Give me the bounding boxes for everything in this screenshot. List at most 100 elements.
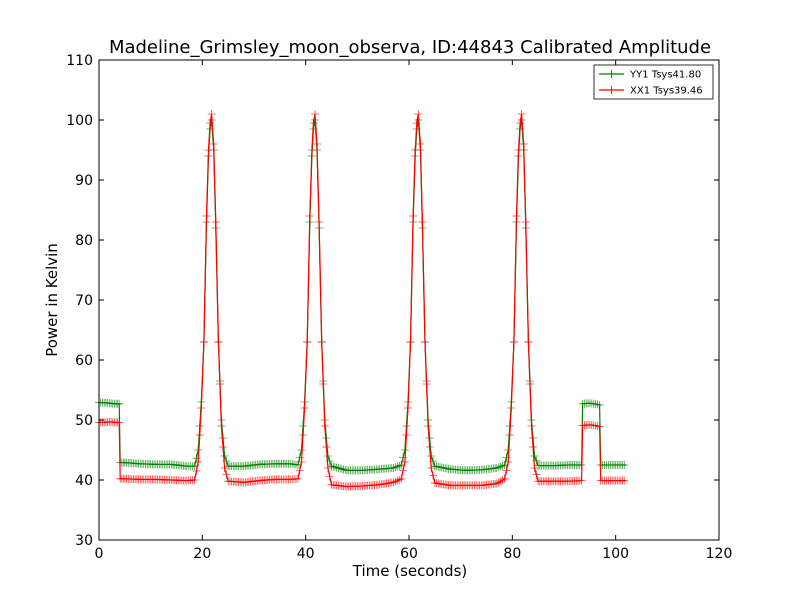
- series-marker-1: [514, 146, 523, 154]
- series-marker-1: [222, 470, 231, 479]
- series-marker-1: [192, 467, 201, 475]
- series-marker-1: [317, 338, 326, 346]
- legend-marker-0: [607, 70, 616, 78]
- series-marker-1: [295, 466, 304, 475]
- series-marker-1: [209, 140, 218, 148]
- series-marker-1: [519, 140, 528, 148]
- series-marker-0: [395, 461, 404, 470]
- series-marker-1: [516, 119, 525, 127]
- series-marker-1: [416, 140, 425, 148]
- series-marker-0: [595, 401, 604, 409]
- series-marker-1: [399, 466, 408, 475]
- series-marker-1: [504, 458, 513, 466]
- x-tick-label-3: 60: [400, 546, 418, 562]
- series-marker-1: [527, 422, 536, 430]
- series-marker-1: [309, 119, 318, 127]
- y-tick-label-8: 110: [66, 53, 93, 69]
- series-marker-1: [512, 212, 521, 220]
- axes-frame: [98, 59, 720, 541]
- series-marker-1: [319, 380, 328, 388]
- legend-marker-1: [607, 86, 616, 94]
- y-tick-label-7: 100: [66, 113, 93, 129]
- series-marker-1: [305, 212, 314, 220]
- series-marker-1: [421, 338, 430, 346]
- series-marker-0: [494, 463, 503, 472]
- series-marker-0: [427, 452, 436, 460]
- legend: YY1 Tsys41.80 XX1 Tsys39.46: [593, 64, 714, 100]
- series-marker-1: [190, 476, 199, 484]
- series-marker-1: [307, 146, 316, 154]
- series-marker-1: [315, 218, 324, 226]
- series-marker-1: [412, 119, 421, 127]
- series-marker-1: [219, 443, 227, 451]
- series-marker-1: [293, 474, 302, 483]
- series-layer: [95, 110, 629, 491]
- series-marker-1: [199, 338, 208, 346]
- legend-box: [593, 64, 714, 100]
- series-marker-1: [397, 474, 406, 483]
- x-tick-label-6: 120: [706, 546, 733, 562]
- y-tick-label-6: 90: [75, 173, 93, 189]
- series-marker-1: [532, 470, 541, 479]
- series-marker-0: [220, 452, 229, 460]
- series-marker-1: [414, 110, 423, 118]
- series-marker-0: [391, 463, 400, 472]
- series-marker-1: [214, 338, 223, 346]
- series-marker-1: [206, 119, 215, 127]
- series-marker-1: [202, 212, 211, 220]
- series-marker-0: [337, 465, 346, 473]
- series-marker-0: [620, 461, 629, 469]
- series-marker-1: [427, 464, 436, 472]
- x-axis-label: Time (seconds): [352, 562, 468, 580]
- chart-title: Madeline_Grimsley_moon_observa, ID:44843…: [109, 37, 711, 58]
- series-marker-0: [530, 452, 539, 460]
- series-1: [95, 110, 629, 491]
- y-tick-label-1: 40: [75, 473, 93, 489]
- series-marker-1: [297, 458, 306, 466]
- series-marker-0: [498, 461, 507, 470]
- series-marker-1: [115, 418, 124, 427]
- series-marker-1: [525, 380, 534, 388]
- series-marker-0: [393, 462, 402, 471]
- series-marker-1: [391, 477, 400, 486]
- series-marker-1: [424, 422, 433, 430]
- y-axis-label: Power in Kelvin: [43, 243, 61, 357]
- y-tick-label-5: 80: [75, 233, 93, 249]
- series-marker-0: [323, 452, 332, 460]
- series-marker-1: [406, 338, 415, 346]
- series-marker-0: [593, 400, 602, 409]
- series-marker-1: [389, 478, 398, 487]
- x-tick-label-5: 100: [602, 546, 629, 562]
- series-marker-0: [336, 464, 345, 473]
- series-marker-0: [492, 464, 501, 472]
- series-marker-1: [393, 476, 402, 485]
- series-marker-1: [498, 476, 507, 484]
- series-marker-0: [295, 453, 304, 462]
- series-marker-1: [577, 476, 586, 485]
- y-tick-label-4: 70: [75, 293, 93, 309]
- series-marker-1: [411, 146, 420, 154]
- series-marker-1: [505, 431, 514, 439]
- series-marker-1: [422, 380, 431, 388]
- series-marker-1: [418, 218, 427, 226]
- series-marker-1: [400, 458, 409, 466]
- series-marker-1: [217, 422, 226, 430]
- x-tick-label-1: 20: [193, 546, 211, 562]
- series-marker-0: [334, 464, 343, 473]
- series-marker-0: [329, 462, 338, 471]
- series-marker-1: [322, 443, 331, 451]
- series-marker-1: [310, 110, 319, 118]
- series-marker-0: [332, 463, 341, 472]
- series-marker-1: [204, 146, 213, 154]
- x-tick-label-0: 0: [95, 546, 104, 562]
- series-marker-1: [529, 443, 537, 451]
- series-marker-0: [327, 462, 336, 471]
- series-marker-1: [299, 431, 308, 439]
- series-marker-1: [425, 443, 434, 451]
- x-tick-label-4: 80: [503, 546, 521, 562]
- series-marker-1: [502, 466, 511, 475]
- series-marker-1: [595, 422, 604, 431]
- y-tick-label-3: 60: [75, 353, 93, 369]
- series-marker-0: [192, 454, 201, 463]
